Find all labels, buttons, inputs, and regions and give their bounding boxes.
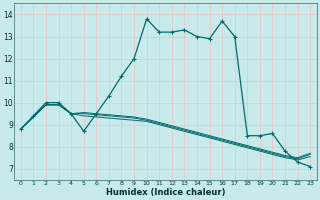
X-axis label: Humidex (Indice chaleur): Humidex (Indice chaleur) xyxy=(106,188,225,197)
